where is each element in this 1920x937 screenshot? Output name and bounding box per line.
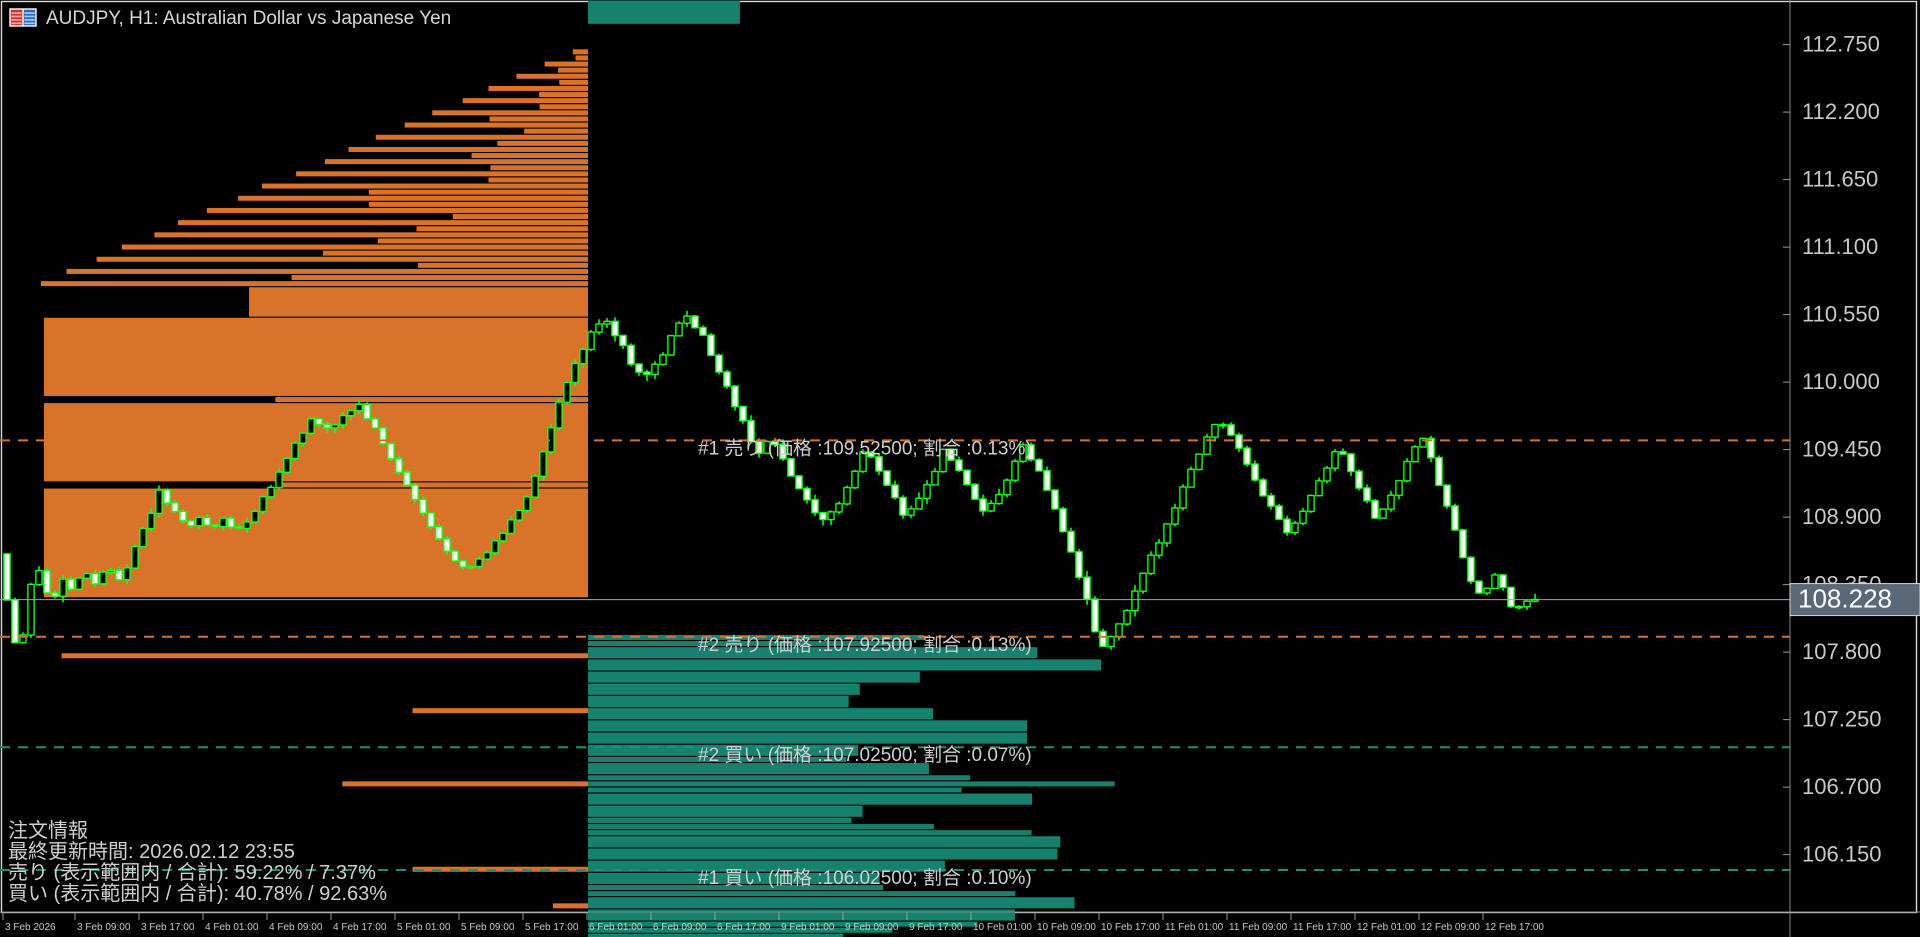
svg-text:12 Feb 01:00: 12 Feb 01:00	[1357, 922, 1416, 933]
svg-text:3 Feb 17:00: 3 Feb 17:00	[141, 922, 195, 933]
svg-text:9 Feb 09:00: 9 Feb 09:00	[845, 922, 899, 933]
svg-text:買い (表示範囲内 / 合計): 40.78% / 92.6: 買い (表示範囲内 / 合計): 40.78% / 92.63%	[8, 882, 387, 905]
svg-text:11 Feb 09:00: 11 Feb 09:00	[1229, 922, 1288, 933]
svg-text:#2 売り (価格 :107.92500; 割合 :0.13: #2 売り (価格 :107.92500; 割合 :0.13%)	[698, 634, 1032, 656]
svg-text:11 Feb 17:00: 11 Feb 17:00	[1293, 922, 1352, 933]
svg-text:106.700: 106.700	[1802, 774, 1882, 799]
svg-text:4 Feb 17:00: 4 Feb 17:00	[333, 922, 387, 933]
svg-text:売り (表示範囲内 / 合計): 59.22% / 7.37: 売り (表示範囲内 / 合計): 59.22% / 7.37%	[8, 861, 376, 884]
svg-text:9 Feb 01:00: 9 Feb 01:00	[781, 922, 835, 933]
svg-text:10 Feb 01:00: 10 Feb 01:00	[973, 922, 1032, 933]
svg-text:4 Feb 01:00: 4 Feb 01:00	[205, 922, 259, 933]
svg-text:#1 買い (価格 :106.02500; 割合 :0.10: #1 買い (価格 :106.02500; 割合 :0.10%)	[698, 867, 1032, 889]
svg-text:#1 売り (価格 :109.52500; 割合 :0.13: #1 売り (価格 :109.52500; 割合 :0.13%)	[698, 437, 1032, 459]
svg-text:108.228: 108.228	[1798, 584, 1892, 614]
svg-text:5 Feb 09:00: 5 Feb 09:00	[461, 922, 515, 933]
svg-text:106.150: 106.150	[1802, 842, 1882, 867]
svg-text:5 Feb 01:00: 5 Feb 01:00	[397, 922, 451, 933]
svg-text:3 Feb 2026: 3 Feb 2026	[5, 922, 56, 933]
svg-text:111.100: 111.100	[1802, 234, 1878, 259]
svg-text:注文情報: 注文情報	[8, 819, 88, 842]
svg-text:10 Feb 17:00: 10 Feb 17:00	[1101, 922, 1160, 933]
svg-text:4 Feb 09:00: 4 Feb 09:00	[269, 922, 323, 933]
svg-text:#2 買い (価格 :107.02500; 割合 :0.07: #2 買い (価格 :107.02500; 割合 :0.07%)	[698, 744, 1032, 766]
svg-text:110.000: 110.000	[1802, 369, 1880, 394]
svg-text:6 Feb 09:00: 6 Feb 09:00	[653, 922, 707, 933]
svg-text:12 Feb 09:00: 12 Feb 09:00	[1421, 922, 1480, 933]
svg-text:AUDJPY, H1: Australian Dollar: AUDJPY, H1: Australian Dollar vs Japanes…	[46, 8, 451, 29]
svg-text:112.750: 112.750	[1802, 32, 1880, 57]
svg-text:111.650: 111.650	[1802, 167, 1878, 192]
svg-text:10 Feb 09:00: 10 Feb 09:00	[1037, 922, 1096, 933]
svg-text:5 Feb 17:00: 5 Feb 17:00	[525, 922, 579, 933]
svg-text:6 Feb 01:00: 6 Feb 01:00	[589, 922, 643, 933]
svg-text:9 Feb 17:00: 9 Feb 17:00	[909, 922, 963, 933]
svg-text:108.900: 108.900	[1802, 504, 1882, 529]
svg-text:110.550: 110.550	[1802, 302, 1880, 327]
svg-text:6 Feb 17:00: 6 Feb 17:00	[717, 922, 771, 933]
svg-text:3 Feb 09:00: 3 Feb 09:00	[77, 922, 131, 933]
svg-text:12 Feb 17:00: 12 Feb 17:00	[1485, 922, 1544, 933]
svg-text:112.200: 112.200	[1802, 99, 1880, 124]
svg-text:最終更新時間: 2026.02.12 23:55: 最終更新時間: 2026.02.12 23:55	[8, 840, 295, 863]
svg-text:109.450: 109.450	[1802, 437, 1882, 462]
svg-text:11 Feb 01:00: 11 Feb 01:00	[1165, 922, 1224, 933]
svg-text:107.250: 107.250	[1802, 707, 1882, 732]
svg-text:107.800: 107.800	[1802, 639, 1882, 664]
